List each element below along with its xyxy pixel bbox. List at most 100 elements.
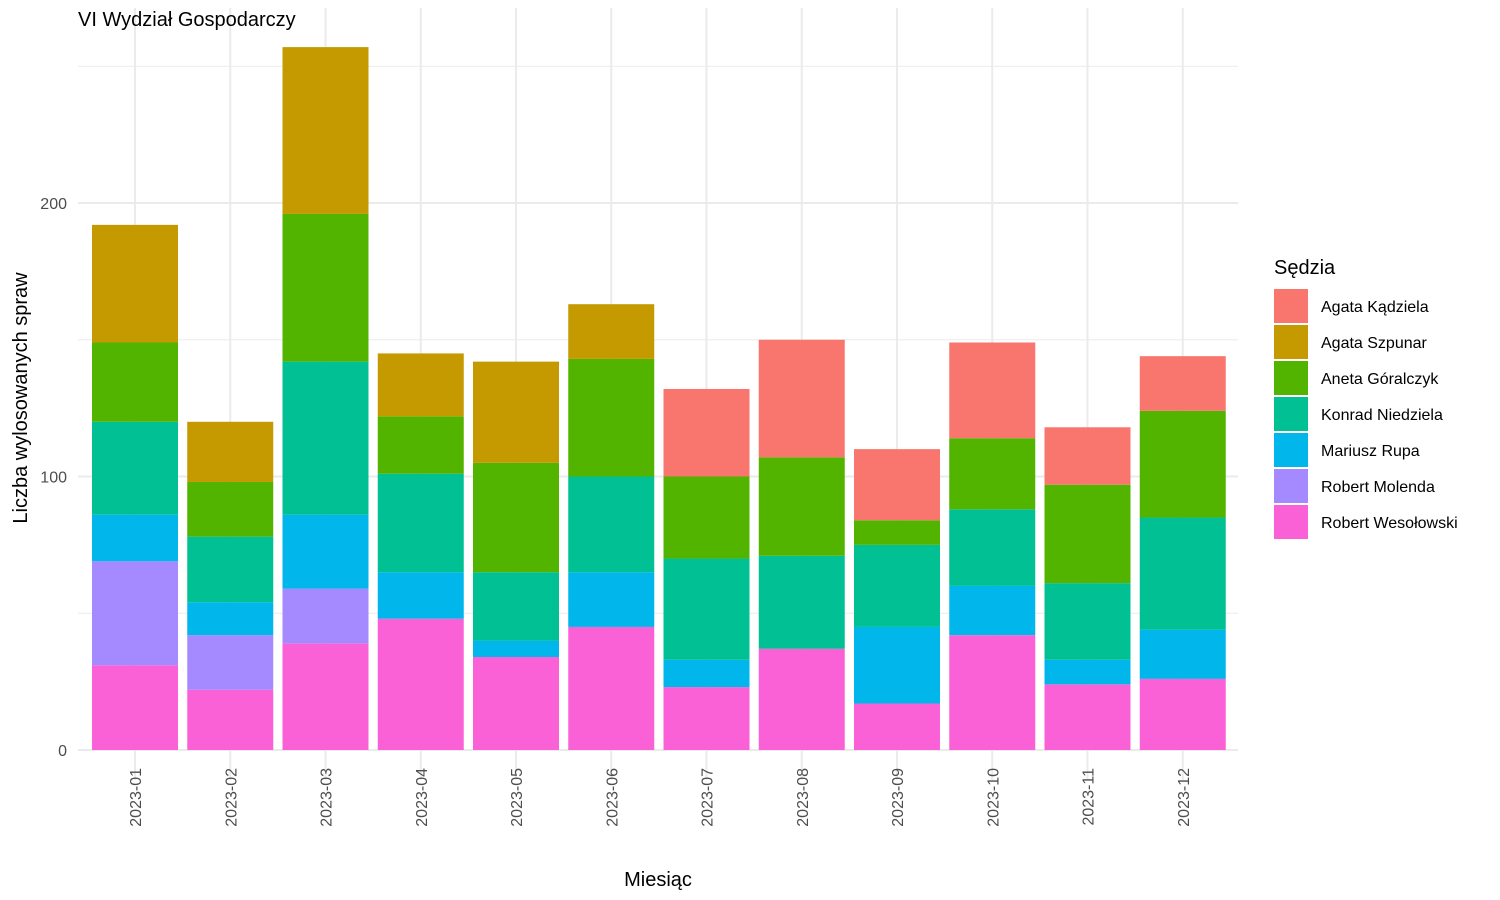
bar-segment xyxy=(1044,484,1131,584)
chart-title: VI Wydział Gospodarczy xyxy=(78,9,296,31)
legend-title: Sędzia xyxy=(1274,257,1336,279)
bar-segment xyxy=(282,213,369,362)
bar-segment xyxy=(758,555,845,649)
bar-segment xyxy=(568,626,655,750)
legend-key xyxy=(1274,505,1308,539)
bar-segment xyxy=(854,449,940,521)
bar-segment xyxy=(187,602,274,636)
bar-segment xyxy=(758,339,845,458)
bar-segment xyxy=(663,659,750,688)
bar-segment xyxy=(377,416,464,474)
bar-segment xyxy=(854,626,940,704)
bar-segment xyxy=(187,481,274,537)
bar-segment xyxy=(92,665,178,750)
bar-segment xyxy=(92,224,178,343)
bar-segment xyxy=(377,572,464,619)
bar-segment xyxy=(473,657,559,750)
bar-segment xyxy=(568,304,655,359)
bar-segment xyxy=(473,361,559,463)
bar-segment xyxy=(1139,678,1226,750)
y-tick-label: 0 xyxy=(58,743,67,760)
bar-segment xyxy=(1139,356,1226,411)
x-tick-label: 2023-03 xyxy=(319,768,336,827)
bar-segment xyxy=(92,561,178,666)
bar-segment xyxy=(473,462,559,573)
bar-segment xyxy=(187,536,274,603)
legend-key xyxy=(1274,325,1308,359)
legend-key xyxy=(1274,361,1308,395)
bar-segment xyxy=(1044,659,1131,685)
bar-segment xyxy=(1044,427,1131,485)
bars xyxy=(92,47,1226,750)
y-tick-label: 200 xyxy=(40,196,67,213)
bar-segment xyxy=(568,358,655,477)
x-tick-label: 2023-08 xyxy=(795,768,812,827)
legend-key xyxy=(1274,289,1308,323)
bar-segment xyxy=(377,473,464,573)
bar-segment xyxy=(1139,629,1226,679)
bar-segment xyxy=(92,342,178,422)
legend-key xyxy=(1274,469,1308,503)
legend-label: Konrad Niedziela xyxy=(1321,407,1443,424)
y-axis-ticks: 0 100 200 xyxy=(40,196,67,760)
legend-key xyxy=(1274,433,1308,467)
bar-segment xyxy=(663,476,750,559)
bar-segment xyxy=(282,514,369,589)
legend-label: Robert Wesołowski xyxy=(1321,515,1458,532)
bar-segment xyxy=(854,703,940,750)
legend-label: Agata Kądziela xyxy=(1321,299,1429,316)
bar-segment xyxy=(663,558,750,660)
bar-segment xyxy=(1044,583,1131,660)
y-axis-title: Liczba wylosowanych spraw xyxy=(10,272,32,524)
bar-segment xyxy=(949,342,1036,439)
bar-segment xyxy=(377,618,464,750)
x-tick-label: 2023-05 xyxy=(509,768,526,827)
bar-segment xyxy=(282,361,369,515)
bar-segment xyxy=(282,643,369,750)
x-tick-label: 2023-10 xyxy=(985,768,1002,827)
legend-label: Aneta Góralczyk xyxy=(1321,371,1439,388)
bar-segment xyxy=(92,421,178,515)
bar-segment xyxy=(568,572,655,627)
x-tick-label: 2023-06 xyxy=(604,768,621,827)
x-tick-label: 2023-02 xyxy=(223,768,240,827)
legend-key xyxy=(1274,397,1308,431)
legend: Sędzia Agata Kądziela Agata Szpunar Aneta … xyxy=(1274,257,1458,539)
x-tick-label: 2023-11 xyxy=(1081,768,1098,826)
bar-segment xyxy=(187,421,274,482)
legend-label: Robert Molenda xyxy=(1321,479,1435,496)
bar-segment xyxy=(949,438,1036,510)
y-tick-label: 100 xyxy=(40,470,67,487)
bar-segment xyxy=(949,585,1036,636)
bar-segment xyxy=(1044,684,1131,750)
legend-label: Agata Szpunar xyxy=(1321,335,1428,352)
bar-segment xyxy=(282,47,369,214)
x-tick-label: 2023-09 xyxy=(890,768,907,827)
bar-segment xyxy=(282,588,369,644)
bar-segment xyxy=(854,520,940,545)
x-axis-title: Miesiąc xyxy=(624,869,692,891)
x-tick-label: 2023-04 xyxy=(414,768,431,827)
bar-segment xyxy=(758,648,845,750)
legend-label: Mariusz Rupa xyxy=(1321,443,1420,460)
x-axis-ticks: 2023-01 2023-02 2023-03 2023-04 2023-05 2023-… xyxy=(128,768,1193,827)
bar-segment xyxy=(1139,410,1226,518)
bar-segment xyxy=(377,353,464,417)
bar-segment xyxy=(187,635,274,690)
bar-segment xyxy=(949,635,1036,750)
bar-segment xyxy=(663,388,750,477)
bar-segment xyxy=(758,457,845,556)
bar-segment xyxy=(92,514,178,562)
x-tick-label: 2023-12 xyxy=(1176,768,1193,827)
x-tick-label: 2023-07 xyxy=(700,768,717,827)
bar-segment xyxy=(854,544,940,627)
x-tick-label: 2023-01 xyxy=(128,768,145,827)
bar-segment xyxy=(1139,517,1226,630)
bar-segment xyxy=(949,509,1036,586)
bar-segment xyxy=(568,476,655,573)
bar-segment xyxy=(663,687,750,750)
bar-segment xyxy=(473,572,559,641)
bar-segment xyxy=(187,689,274,750)
bar-segment xyxy=(473,640,559,658)
